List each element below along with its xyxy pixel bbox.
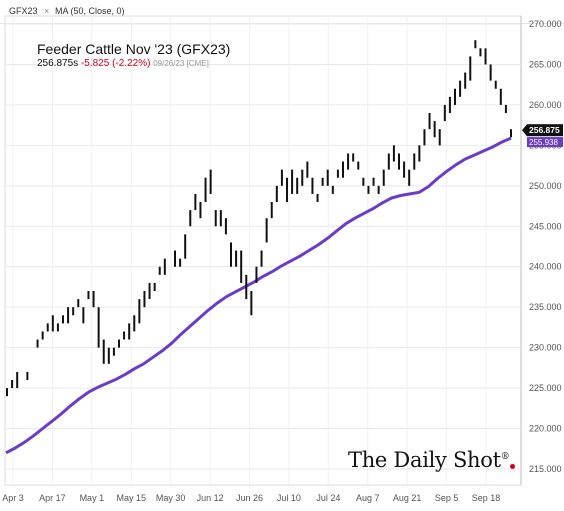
y-tick-label: 235.000	[529, 302, 562, 312]
y-tick-label: 230.000	[529, 343, 562, 353]
last-price-tag	[527, 124, 563, 137]
last-price-marker	[522, 124, 527, 137]
symbol-tab[interactable]: GFX23	[9, 6, 38, 16]
registered-mark: ®	[500, 452, 510, 462]
watermark-text: The Daily Shot	[348, 448, 501, 472]
x-tick-label: Sep 5	[435, 493, 459, 503]
price-line: 256.875s -5.825 (-2.22%) 09/26/23 [CME]	[37, 58, 209, 69]
last-price-label: 256.875	[529, 125, 560, 135]
plot-frame	[4, 15, 522, 486]
y-tick-label: 225.000	[529, 383, 562, 393]
x-tick-label: Aug 21	[393, 493, 422, 503]
x-tick-label: Sep 18	[472, 493, 501, 503]
last-price: 256.875s	[37, 58, 79, 69]
ma-value-tag	[527, 137, 563, 148]
chart-title: Feeder Cattle Nov '23 (GFX23)	[37, 41, 231, 57]
indicator-tab[interactable]: MA (50, Close, 0)	[55, 6, 125, 16]
y-tick-label: 265.000	[529, 59, 562, 69]
y-tick-label: 240.000	[529, 262, 562, 272]
ma-line	[5, 136, 512, 455]
x-tick-label: Apr 3	[2, 493, 24, 503]
x-tick-label: Jun 12	[197, 493, 224, 503]
y-tick-label: 250.000	[529, 181, 562, 191]
price-timestamp: 09/26/23 [CME]	[153, 59, 209, 68]
x-tick-label: Jul 10	[277, 493, 301, 503]
watermark-dot	[510, 464, 516, 469]
x-tick-label: May 30	[156, 493, 186, 503]
ma-value-label: 255.938	[529, 138, 558, 147]
y-tick-label: 220.000	[529, 424, 562, 434]
y-tick-label: 245.000	[529, 221, 562, 231]
daily-shot-watermark: The Daily Shot®	[348, 448, 516, 472]
price-change: -5.825 (-2.22%)	[80, 58, 151, 69]
x-tick-label: Aug 7	[356, 493, 380, 503]
y-tick-label: 270.000	[529, 19, 562, 29]
x-tick-label: May 1	[80, 493, 105, 503]
x-tick-label: Jun 26	[236, 493, 263, 503]
x-tick-label: Jul 24	[316, 493, 340, 503]
y-tick-label: 215.000	[529, 464, 562, 474]
close-icon[interactable]: ×	[44, 6, 50, 16]
x-tick-label: Apr 17	[39, 493, 66, 503]
x-tick-label: May 15	[116, 493, 146, 503]
y-tick-label: 260.000	[529, 100, 562, 110]
